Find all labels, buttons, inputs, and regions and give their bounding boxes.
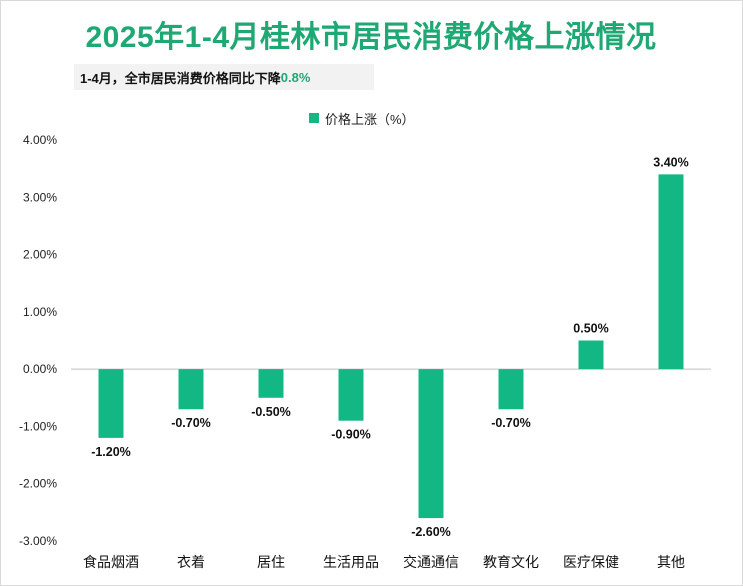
x-tick-label: 衣着 [177,555,205,571]
data-label: 3.40% [653,155,688,169]
data-label: 0.50% [573,322,608,336]
data-label: -1.20% [91,445,131,459]
x-tick-label: 其他 [657,555,685,571]
bar [258,369,284,398]
bar [498,369,524,410]
y-tick-label: -3.00% [19,534,57,548]
x-tick-label: 食品烟酒 [83,554,139,571]
bar [338,369,364,421]
bar [658,174,684,370]
bar [98,369,124,438]
data-label: -2.60% [411,525,451,539]
bar [178,369,204,410]
bar [418,369,444,519]
subtitle-highlight: 0.8% [280,69,311,85]
x-tick-label: 生活用品 [323,555,379,571]
x-tick-label: 医疗保健 [563,555,619,571]
data-label: -0.50% [251,405,291,419]
y-tick-label: 3.00% [23,190,57,204]
bar [578,340,604,370]
data-label: -0.70% [491,416,531,430]
x-tick-label: 交通通信 [403,554,459,571]
y-tick-label: 2.00% [23,248,57,262]
y-tick-label: 0.00% [23,362,57,376]
data-label: -0.90% [331,428,371,442]
chart-title: 2025年1-4月桂林市居民消费价格上涨情况 [85,21,657,54]
x-tick-label: 教育文化 [483,555,539,571]
legend-label: 价格上涨（%） [325,111,415,127]
y-tick-label: 4.00% [23,133,57,147]
legend-swatch [309,113,319,123]
x-tick-label: 居住 [257,555,285,571]
data-label: -0.70% [171,416,211,430]
chart-subtitle: 1-4月，全市居民消费价格同比下降 0.8% [74,64,374,90]
chart-legend: 价格上涨（%） [309,109,415,127]
y-tick-label: -1.00% [19,419,57,433]
y-tick-label: -2.00% [19,477,57,491]
y-tick-label: 1.00% [23,305,57,319]
subtitle-text: 1-4月，全市居民消费价格同比下降 [80,70,281,86]
